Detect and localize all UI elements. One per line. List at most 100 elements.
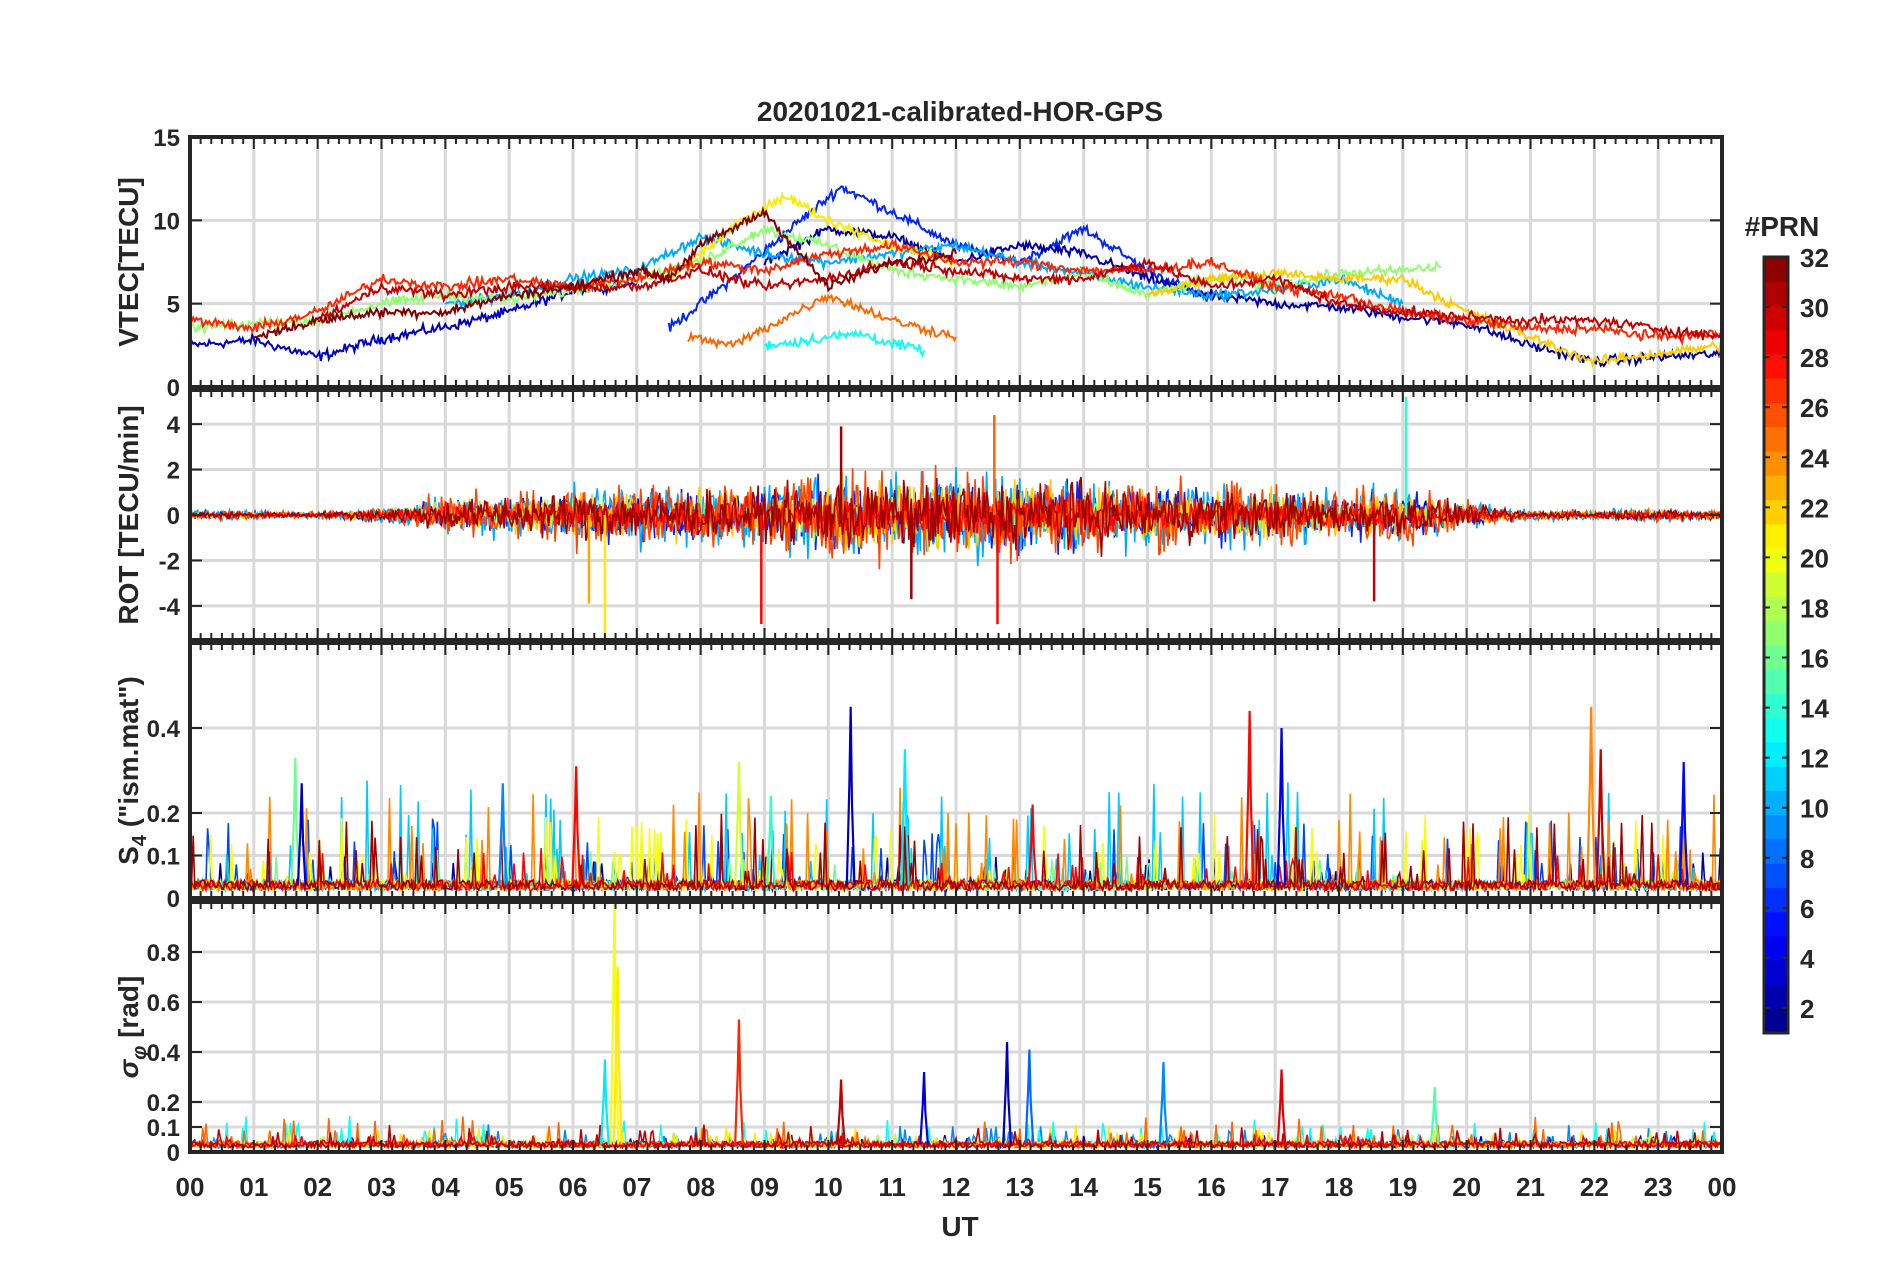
colorbar-swatch [1764,960,1788,985]
x-tick-label: 17 [1261,1172,1290,1202]
x-tick-label: 11 [878,1172,906,1202]
colorbar-swatch [1764,693,1788,719]
x-tick-label: 05 [495,1172,524,1202]
colorbar-swatch [1764,451,1788,476]
x-tick-label: 16 [1197,1172,1226,1202]
colorbar-swatch [1764,936,1788,961]
x-tick-label: 19 [1388,1172,1417,1202]
x-tick-label: 00 [1708,1172,1737,1202]
s4-spike-prn-24 [1586,706,1597,886]
colorbar-frame [1762,255,1790,1035]
s4-y-tick-label: 0.1 [147,844,180,871]
vtec-series-prn-32 [253,205,957,340]
colorbar-tick-label: 8 [1800,844,1814,874]
colorbar-tick-label: 24 [1800,443,1829,473]
colorbar-swatch [1764,839,1788,864]
x-tick-label: 12 [942,1172,971,1202]
colorbar-swatch [1764,790,1788,816]
colorbar-swatch [1764,620,1788,646]
vtec-series-prn-13 [763,328,926,359]
colorbar-swatch [1764,523,1788,549]
sigma-phi-spike-prn-8 [1024,1049,1035,1145]
colorbar-swatch [1764,1008,1788,1034]
rot-y-tick-label: 2 [167,458,180,485]
colorbar-swatch [1764,742,1788,767]
s4-spike-prn-3 [845,706,856,886]
sigma-phi-spike-prn-15 [1429,1086,1440,1145]
rot-series-prn-31 [190,476,1722,557]
rot-y-tick-label: -4 [159,594,181,621]
sigma-phi-spike-prn-12 [599,1059,610,1145]
colorbar-swatch [1764,257,1788,282]
colorbar-swatch [1764,475,1788,500]
sigma-phi-y-tick-label: 0.8 [147,940,180,967]
colorbar-swatch [1764,329,1788,355]
vtec-y-tick-label: 10 [153,208,180,235]
x-tick-label: 18 [1325,1172,1354,1202]
vtec-series-prn-22 [1147,267,1722,370]
s4-spike-prn-12 [900,749,910,886]
vtec-data [190,184,1722,370]
s4-spike-prn-9 [497,783,508,886]
x-tick-label: 08 [686,1172,715,1202]
s4-spike-prn-14 [765,795,776,886]
x-tick-label: 15 [1133,1172,1162,1202]
colorbar-swatch [1764,669,1788,694]
s4-y-tick-label: 0.4 [147,716,181,743]
vtec-y-tick-label: 0 [167,375,180,402]
s4-spike-prn-30 [1595,749,1606,886]
colorbar-tick-label: 26 [1800,393,1829,423]
s4-spike-prn-4 [1276,727,1287,886]
x-axis-label: UT [941,1211,978,1242]
sigma-phi-spike-prn-27 [734,1019,744,1145]
colorbar-tick-label: 12 [1800,744,1829,774]
panel-s4: 0 0.1 0.2 0.4S4 ("ism.mat") [113,641,1724,913]
sigma-phi-y-tick-label: 0.1 [147,1115,180,1142]
colorbar-swatch [1764,548,1788,573]
panel-vtec: 0 5 10 15 VTEC[TECU] [113,125,1724,402]
colorbar-tick-label: 20 [1800,543,1829,573]
colorbar-tick-label: 30 [1800,293,1829,323]
colorbar-tick-label: 6 [1800,894,1814,924]
vtec-series-prn-6 [667,184,1213,332]
vtec-y-tick-label: 15 [153,125,180,152]
x-tick-label: 21 [1516,1172,1545,1202]
x-tick-label: 01 [239,1172,268,1202]
x-tick-label: 09 [750,1172,779,1202]
vtec-series-prn-10 [444,231,1404,311]
colorbar-tick-label: 22 [1800,493,1829,523]
vtec-y-tick-label: 5 [167,292,180,319]
colorbar-tick-label: 4 [1800,944,1815,974]
x-tick-label: 14 [1069,1172,1098,1202]
s4-spike-prn-3 [296,783,307,886]
rot-y-tick-label: 4 [167,412,181,439]
sigma-phi-y-tick-label: 0 [167,1140,180,1167]
x-tick-label: 10 [814,1172,843,1202]
x-tick-label: 22 [1580,1172,1609,1202]
s4-y-tick-label: 0 [167,886,180,913]
colorbar-swatch [1764,281,1788,306]
colorbar-swatch [1764,378,1788,403]
colorbar-swatch [1764,911,1788,937]
colorbar-swatch [1764,572,1788,597]
colorbar-swatch [1764,984,1788,1010]
rot-data [190,396,1722,638]
panel-rot: -4 -2 0 2 4 ROT [TECU/min] [113,388,1724,642]
colorbar-tick-label: 2 [1800,994,1814,1024]
sigma-phi-y-tick-label: 0.4 [147,1040,181,1067]
x-tick-label: 00 [176,1172,205,1202]
colorbar-swatch [1764,596,1788,622]
s4-spike-prn-28 [1244,710,1255,886]
vtec-series-prn-25 [687,293,957,350]
colorbar-swatch [1764,717,1788,743]
sigma-phi-y-tick-label: 0.6 [147,990,180,1017]
sigma-phi-spike-prn-29 [1276,1069,1287,1145]
colorbar-tick-label: 10 [1800,794,1829,824]
s4-spike-prn-28 [571,766,582,886]
x-tick-label: 03 [367,1172,396,1202]
sigma-phi-spike-prn-30 [836,1079,847,1145]
colorbar-swatch [1764,863,1788,888]
s4-y-axis-label: S4 ("ism.mat") [113,676,151,865]
sigma-phi-y-tick-label: 0.2 [147,1090,180,1117]
x-tick-label: 07 [622,1172,651,1202]
